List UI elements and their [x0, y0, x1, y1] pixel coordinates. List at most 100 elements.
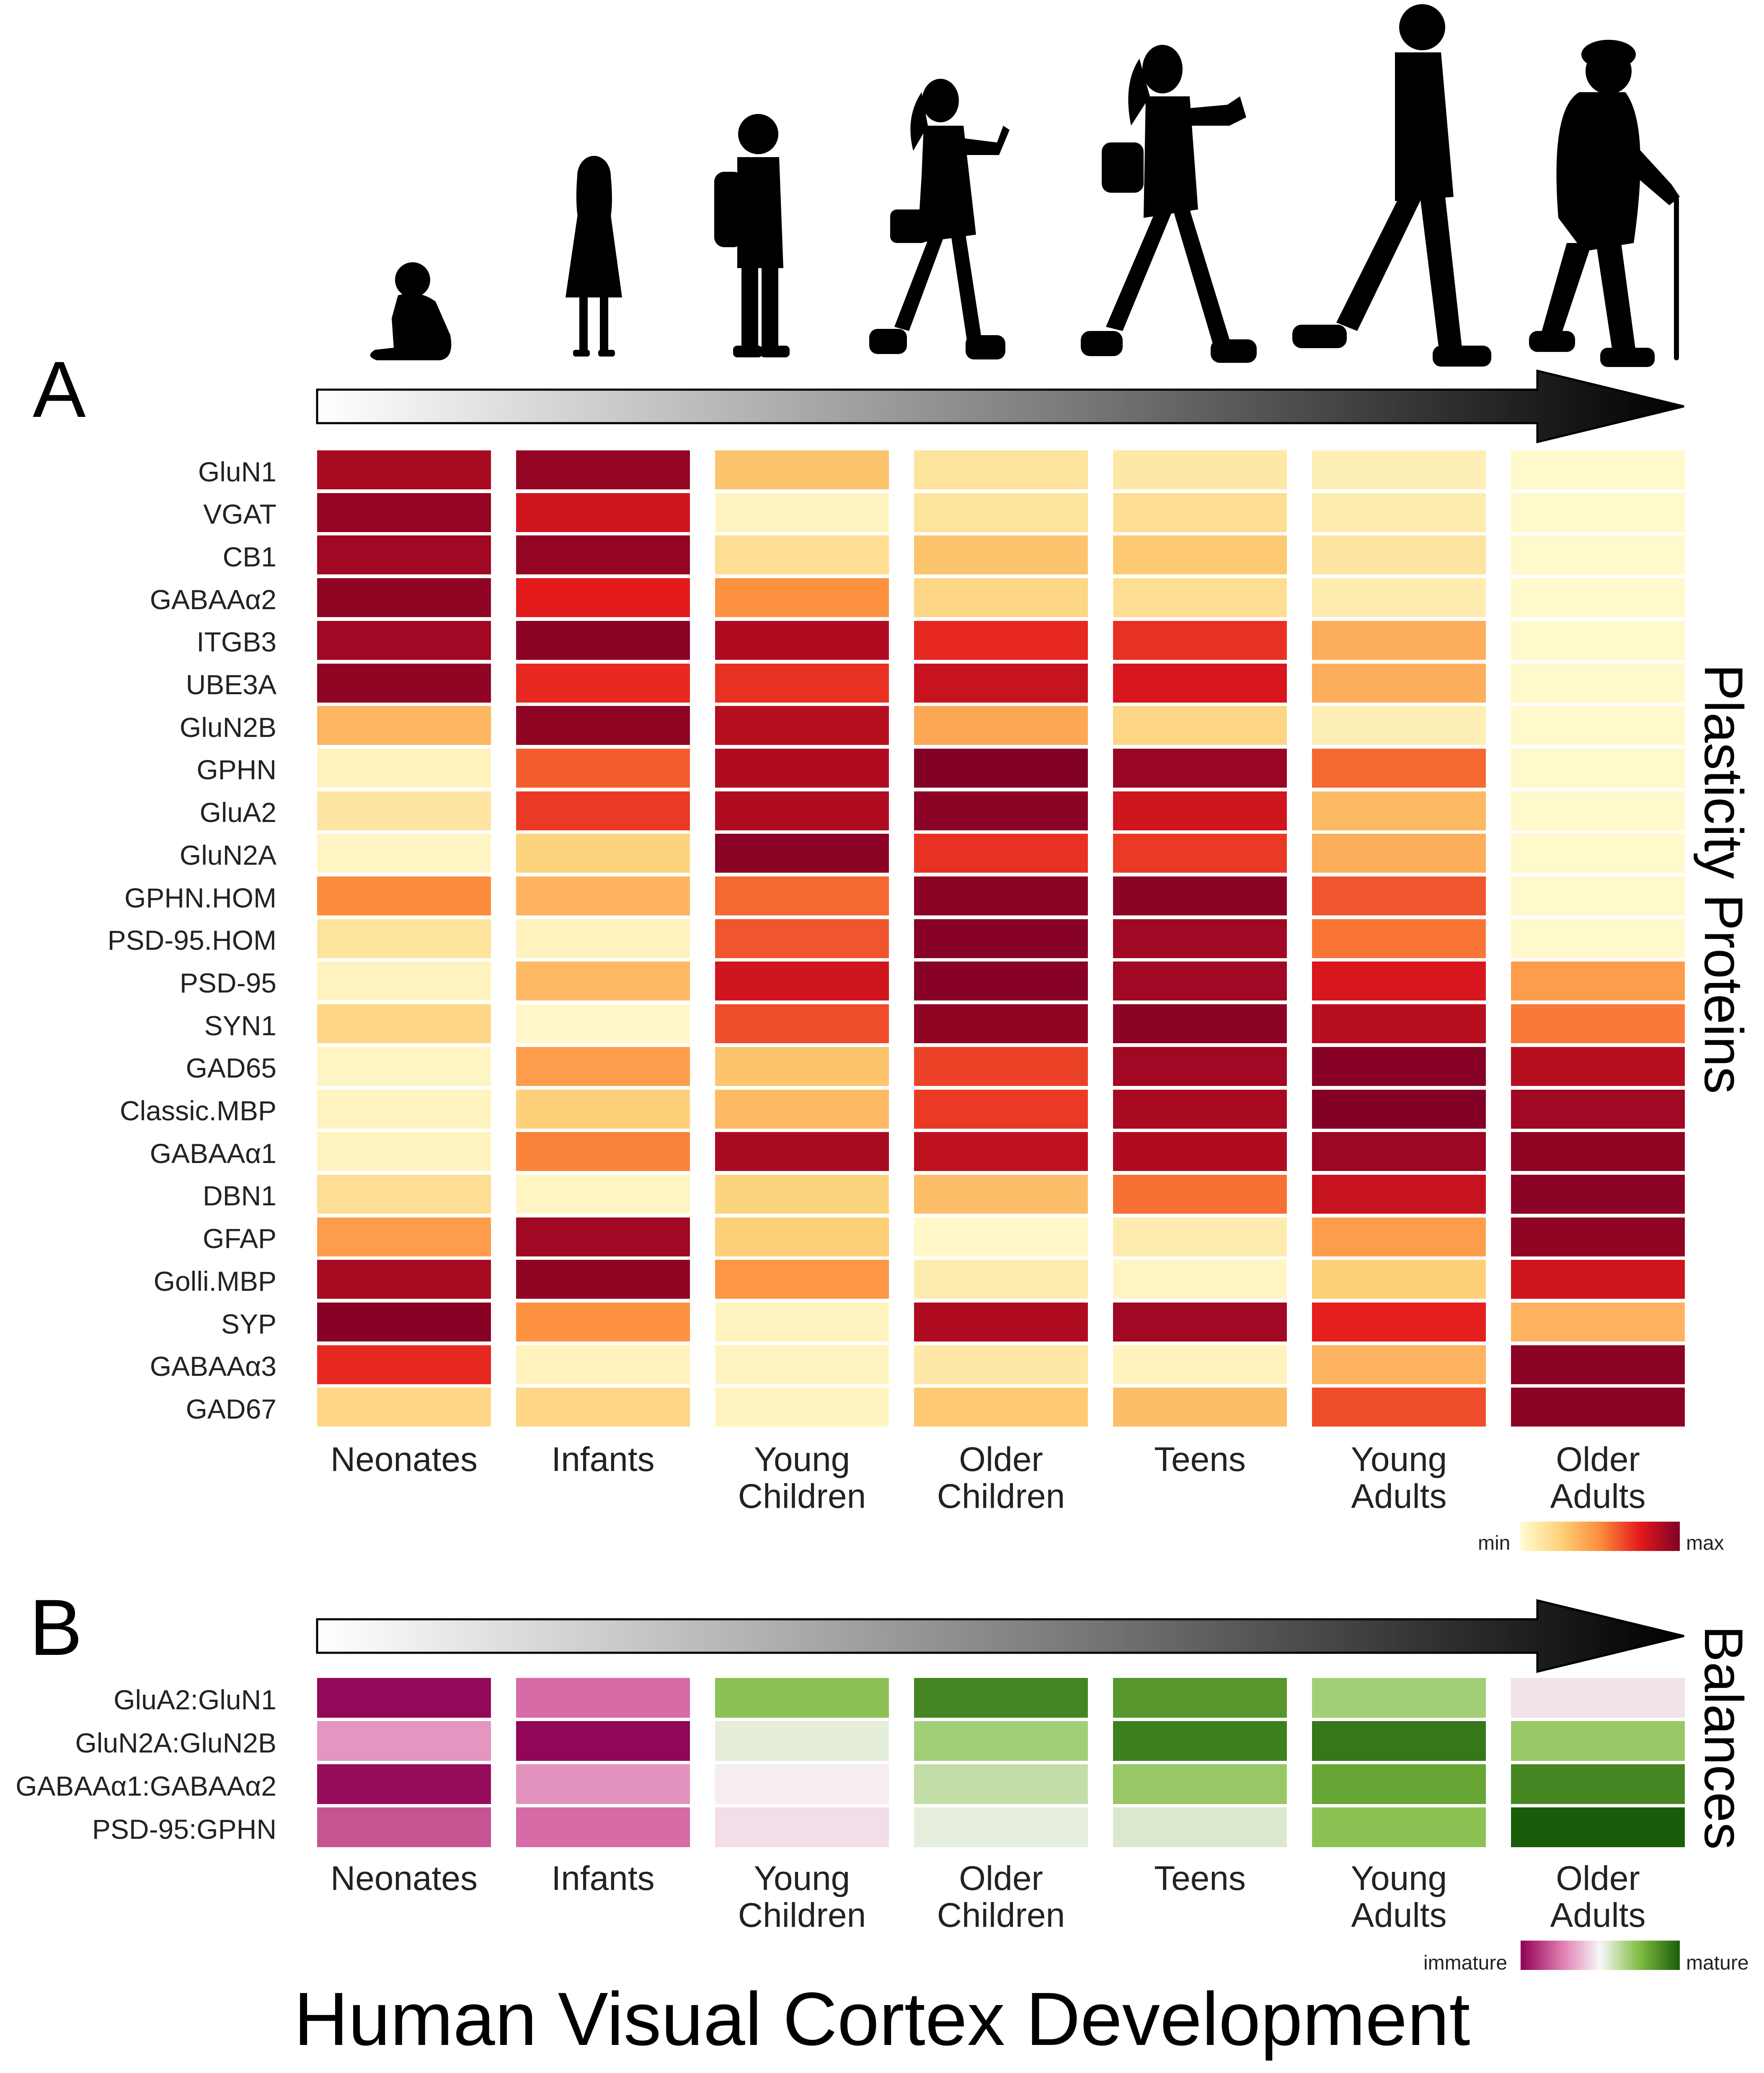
- figure-title: Human Visual Cortex Development: [294, 1977, 1470, 2061]
- protein-cell-gad67-young-adults: [1312, 1388, 1486, 1427]
- protein-cell-gabaa-2-young-adults: [1312, 578, 1486, 618]
- panel-a-letter: A: [33, 345, 86, 434]
- balance-cell-glun2a-glun2b-young-adults: [1312, 1721, 1486, 1761]
- protein-column-label: Young Adults: [1351, 1440, 1447, 1515]
- protein-cell-gad67-teens: [1113, 1388, 1287, 1427]
- balance-column-label: Teens: [1154, 1859, 1246, 1897]
- protein-cell-itgb3-infants: [516, 620, 690, 660]
- balance-cell-psd-95-gphn-infants: [516, 1807, 690, 1847]
- protein-cell-dbn1-older-adults: [1511, 1174, 1685, 1214]
- balance-cell-gabaa-1-gabaa-2-neonates: [317, 1764, 491, 1804]
- protein-cell-cb1-older-adults: [1511, 535, 1685, 575]
- protein-row-label: DBN1: [202, 1180, 276, 1212]
- protein-cell-cb1-infants: [516, 535, 690, 575]
- panel-b-side-title: Balances: [1693, 1626, 1754, 1850]
- protein-cell-ube3a-older-children: [914, 663, 1088, 703]
- protein-row-label: ITGB3: [196, 626, 276, 658]
- protein-row-label: GABAAα1: [150, 1137, 276, 1169]
- protein-cell-psd-95-hom-older-adults: [1511, 919, 1685, 958]
- protein-cell-classic-mbp-infants: [516, 1089, 690, 1129]
- protein-cell-glun2b-older-children: [914, 706, 1088, 745]
- protein-row-label: GluA2: [199, 797, 276, 828]
- protein-cell-psd-95-hom-teens: [1113, 919, 1287, 958]
- protein-cell-ube3a-older-adults: [1511, 663, 1685, 703]
- protein-cell-gad65-teens: [1113, 1047, 1287, 1086]
- protein-cell-syp-older-adults: [1511, 1303, 1685, 1342]
- silhouette-strip: [370, 4, 1680, 367]
- protein-cell-glun1-teens: [1113, 450, 1287, 489]
- protein-row-label: GABAAα3: [150, 1351, 276, 1382]
- protein-cell-psd-95-older-children: [914, 962, 1088, 1001]
- protein-cell-classic-mbp-young-children: [715, 1089, 889, 1129]
- balance-cell-glun2a-glun2b-neonates: [317, 1721, 491, 1761]
- balance-column-label: Older Children: [937, 1859, 1065, 1934]
- protein-cell-gphn-hom-older-adults: [1511, 876, 1685, 915]
- protein-cell-classic-mbp-young-adults: [1312, 1089, 1486, 1129]
- protein-row-label: Classic.MBP: [119, 1095, 276, 1126]
- balance-column-label: Infants: [551, 1859, 655, 1897]
- panel-b-timeline-arrow: [316, 1599, 1684, 1673]
- protein-cell-gabaa-3-young-adults: [1312, 1345, 1486, 1384]
- panel-b-letter: B: [29, 1583, 83, 1672]
- protein-cell-glun2a-teens: [1113, 834, 1287, 873]
- protein-cell-psd-95-young-adults: [1312, 962, 1486, 1001]
- protein-cell-golli-mbp-young-adults: [1312, 1260, 1486, 1299]
- protein-cell-syp-infants: [516, 1303, 690, 1342]
- balance-row-label: PSD-95:GPHN: [92, 1813, 276, 1845]
- protein-cell-psd-95-hom-infants: [516, 919, 690, 958]
- protein-cell-syn1-young-adults: [1312, 1004, 1486, 1044]
- protein-cell-gabaa-1-older-children: [914, 1132, 1088, 1171]
- protein-cell-gphn-older-children: [914, 748, 1088, 788]
- protein-cell-dbn1-young-children: [715, 1174, 889, 1214]
- protein-cell-glun2b-older-adults: [1511, 706, 1685, 745]
- protein-cell-gfap-young-adults: [1312, 1217, 1486, 1256]
- protein-cell-gad65-young-children: [715, 1047, 889, 1086]
- protein-cell-glun2a-older-adults: [1511, 834, 1685, 873]
- protein-row-label: Golli.MBP: [153, 1265, 276, 1297]
- protein-cell-glua2-older-adults: [1511, 791, 1685, 830]
- protein-cell-glun1-young-adults: [1312, 450, 1486, 489]
- protein-cell-golli-mbp-older-children: [914, 1260, 1088, 1299]
- protein-cell-glun2a-older-children: [914, 834, 1088, 873]
- balance-cell-glua2-glun1-older-children: [914, 1678, 1088, 1718]
- protein-cell-dbn1-young-adults: [1312, 1174, 1486, 1214]
- protein-cell-itgb3-neonates: [317, 620, 491, 660]
- protein-cell-golli-mbp-neonates: [317, 1260, 491, 1299]
- protein-cell-syp-older-children: [914, 1303, 1088, 1342]
- protein-cell-gabaa-3-neonates: [317, 1345, 491, 1384]
- protein-cell-classic-mbp-older-adults: [1511, 1089, 1685, 1129]
- protein-cell-psd-95-teens: [1113, 962, 1287, 1001]
- balance-cell-gabaa-1-gabaa-2-older-children: [914, 1764, 1088, 1804]
- protein-cell-itgb3-older-children: [914, 620, 1088, 660]
- protein-row-label: GluN1: [198, 456, 276, 487]
- protein-cell-gphn-hom-young-children: [715, 876, 889, 915]
- protein-cell-gabaa-2-young-children: [715, 578, 889, 618]
- protein-column-label: Teens: [1154, 1440, 1246, 1478]
- protein-row-label: SYP: [221, 1308, 276, 1339]
- balance-column-label: Older Adults: [1550, 1859, 1646, 1934]
- protein-cell-gphn-older-adults: [1511, 748, 1685, 788]
- protein-cell-psd-95-young-children: [715, 962, 889, 1001]
- protein-row-labels: GluN1 VGAT CB1 GABAAα2 ITGB3 UBE3A GluN2B GPHN G…: [0, 0, 276, 2073]
- protein-cell-glun2b-teens: [1113, 706, 1287, 745]
- legend-b-colorbar: [1521, 1941, 1680, 1970]
- protein-cell-psd-95-older-adults: [1511, 962, 1685, 1001]
- protein-row-label: GPHN.HOM: [124, 882, 276, 913]
- protein-cell-gad65-infants: [516, 1047, 690, 1086]
- protein-cell-golli-mbp-young-children: [715, 1260, 889, 1299]
- balance-column-label: Neonates: [330, 1859, 478, 1897]
- protein-cell-ube3a-young-adults: [1312, 663, 1486, 703]
- legend-a-colorbar: [1521, 1522, 1680, 1551]
- balance-cell-glun2a-glun2b-older-children: [914, 1721, 1088, 1761]
- protein-cell-dbn1-infants: [516, 1174, 690, 1214]
- balance-cell-psd-95-gphn-neonates: [317, 1807, 491, 1847]
- protein-cell-syp-neonates: [317, 1303, 491, 1342]
- baby-icon: [370, 262, 452, 360]
- balance-cell-glua2-glun1-neonates: [317, 1678, 491, 1718]
- balance-cell-psd-95-gphn-young-adults: [1312, 1807, 1486, 1847]
- protein-cell-golli-mbp-infants: [516, 1260, 690, 1299]
- protein-cell-gabaa-1-neonates: [317, 1132, 491, 1171]
- protein-cell-gabaa-2-older-children: [914, 578, 1088, 618]
- balance-cell-glun2a-glun2b-infants: [516, 1721, 690, 1761]
- protein-cell-itgb3-older-adults: [1511, 620, 1685, 660]
